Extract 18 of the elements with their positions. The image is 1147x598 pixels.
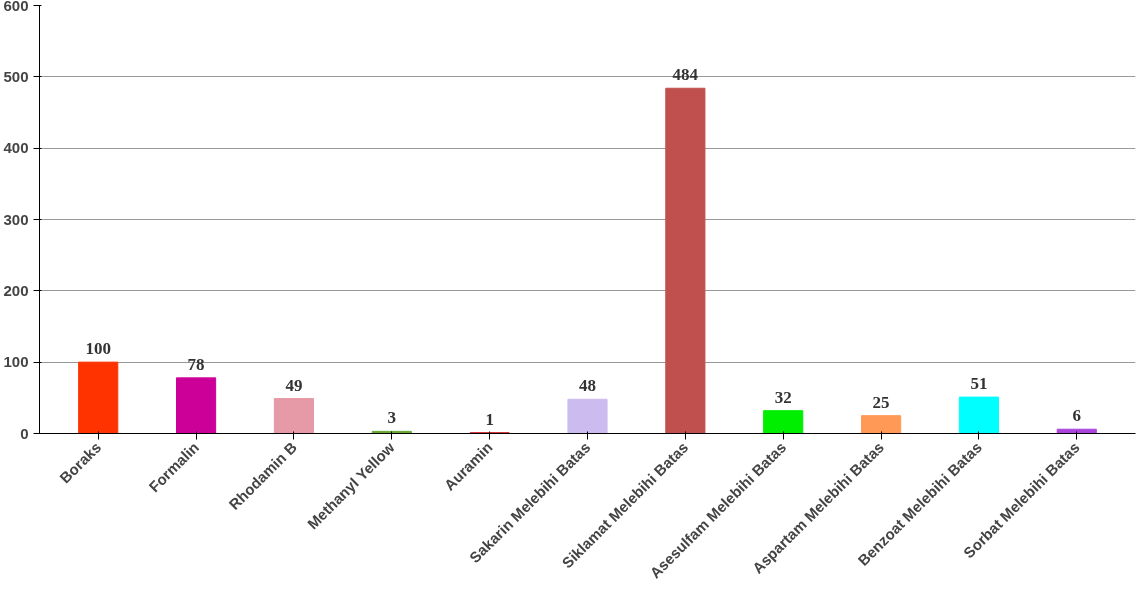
data-label: 3 bbox=[387, 408, 397, 428]
data-label: 49 bbox=[285, 375, 303, 395]
y-tick-label: 400 bbox=[3, 139, 29, 157]
data-label: 100 bbox=[85, 339, 111, 359]
y-tick-label: 600 bbox=[3, 0, 29, 14]
data-label: 32 bbox=[774, 387, 792, 407]
y-tick-label: 500 bbox=[3, 67, 29, 85]
y-tick-label: 200 bbox=[3, 281, 29, 299]
data-label: 51 bbox=[970, 374, 988, 394]
y-tick-label: 100 bbox=[3, 353, 29, 371]
data-label: 78 bbox=[187, 354, 205, 374]
data-label: 25 bbox=[872, 392, 890, 412]
y-tick-label: 0 bbox=[20, 424, 29, 442]
y-tick-label: 300 bbox=[3, 210, 29, 228]
data-label: 1 bbox=[485, 409, 494, 429]
data-label: 6 bbox=[1072, 406, 1082, 426]
data-label: 484 bbox=[672, 65, 699, 85]
data-label: 48 bbox=[579, 376, 596, 396]
